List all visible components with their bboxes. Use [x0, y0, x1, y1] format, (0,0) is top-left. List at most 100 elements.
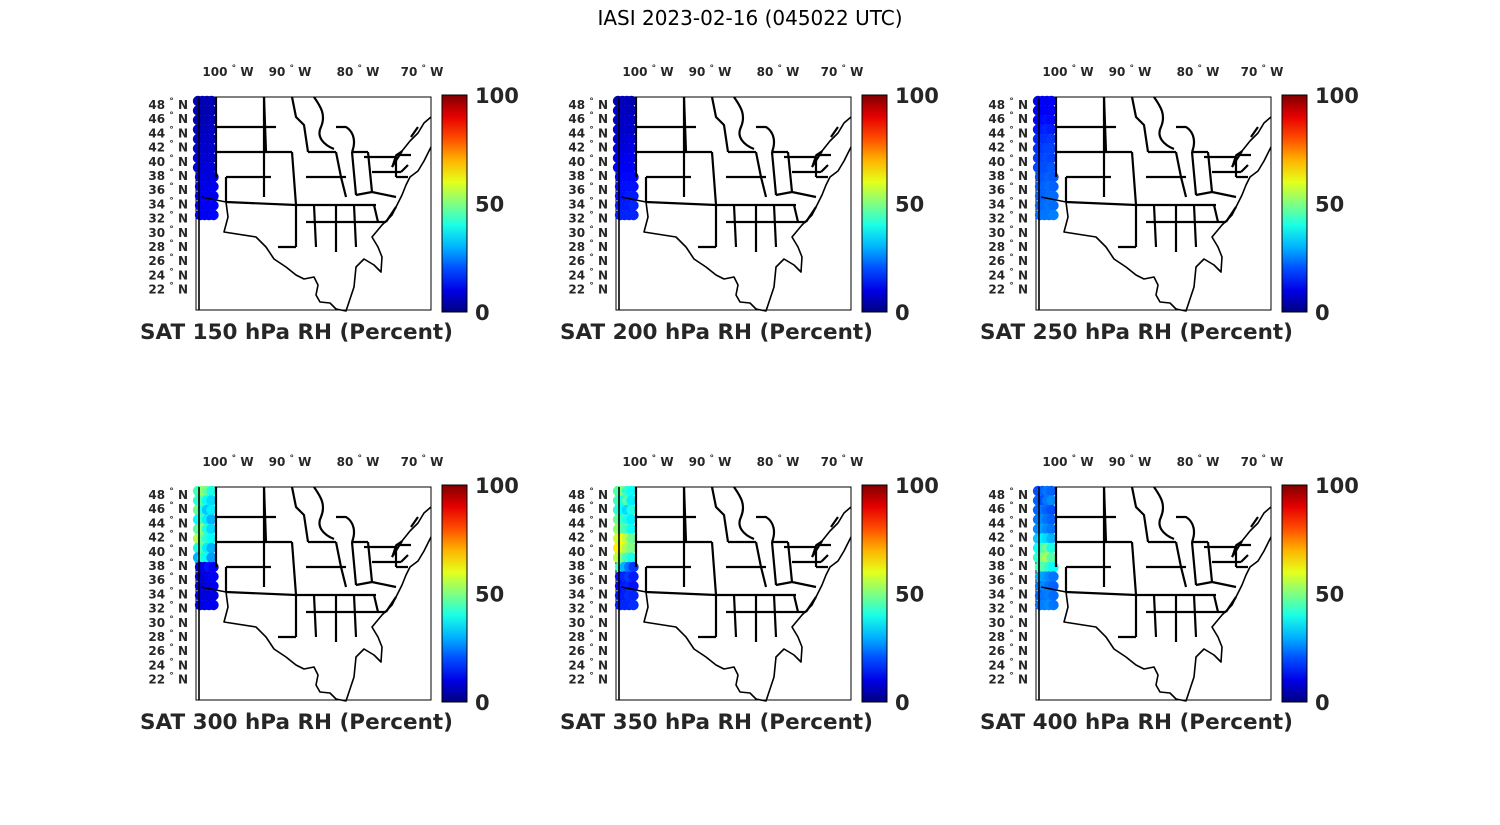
lat-tick-label: 36 ° N: [568, 572, 608, 587]
rh-point: [206, 114, 217, 126]
state-boundaries: [198, 96, 432, 312]
rh-point: [206, 523, 217, 535]
lat-tick-label: 36 ° N: [988, 182, 1028, 197]
panel-title: SAT 400 hPa RH (Percent): [980, 710, 1293, 735]
lat-tick-label: 32 ° N: [148, 601, 188, 616]
colorbar: [441, 484, 468, 703]
lat-tick-label: 30 ° N: [148, 615, 188, 630]
lat-tick-label: 46 ° N: [568, 501, 608, 516]
lat-tick-label: 28 ° N: [148, 239, 188, 254]
lat-tick-label: 30 ° N: [988, 615, 1028, 630]
colorbar-tick-label: 100: [895, 84, 939, 108]
rh-point: [626, 495, 637, 506]
lat-tick-label: 48 ° N: [568, 97, 608, 112]
lon-tick-label: 90 ° W: [689, 64, 732, 79]
lat-tick-label: 44 ° N: [568, 125, 608, 140]
lat-tick-label: 34 ° N: [568, 586, 608, 601]
rh-point: [1046, 162, 1057, 173]
rh-point: [206, 533, 217, 544]
colorbar-tick-label: 50: [475, 193, 504, 217]
lon-tick-label: 100 ° W: [1042, 64, 1093, 79]
panel-title: SAT 350 hPa RH (Percent): [560, 710, 873, 735]
colorbar-tick-label: 0: [1315, 691, 1330, 715]
rh-point: [208, 181, 219, 192]
lon-tick-label: 90 ° W: [269, 64, 312, 79]
rh-point: [626, 514, 637, 525]
lon-tick-label: 90 ° W: [1109, 454, 1152, 469]
lat-tick-label: 36 ° N: [148, 572, 188, 587]
lat-tick-label: 48 ° N: [568, 487, 608, 502]
lat-tick-label: 40 ° N: [568, 544, 608, 559]
rh-point: [1048, 209, 1059, 221]
lat-tick-label: 42 ° N: [988, 530, 1028, 545]
colorbar: [861, 484, 888, 703]
rh-point: [1046, 114, 1057, 126]
lon-tick-label: 70 ° W: [1241, 454, 1284, 469]
lat-tick-label: 46 ° N: [148, 111, 188, 126]
colorbar-tick-label: 100: [475, 474, 519, 498]
rh-point: [628, 561, 639, 573]
rh-point: [208, 200, 219, 211]
lon-tick-label: 80 ° W: [337, 64, 380, 79]
rh-point: [626, 552, 637, 563]
rh-point: [1046, 105, 1057, 116]
rh-point: [206, 105, 217, 116]
colorbar-tick-label: 100: [1315, 474, 1359, 498]
rh-point: [628, 599, 639, 611]
rh-point: [1046, 552, 1057, 563]
lat-tick-label: 48 ° N: [988, 97, 1028, 112]
lon-tick-label: 90 ° W: [689, 454, 732, 469]
rh-swath: [192, 485, 219, 611]
colorbar-tick-label: 0: [895, 301, 910, 325]
map-panel-150: 100 ° W 90 ° W 80 ° W 70 ° W 48 ° N 46 ° N 44 …: [140, 60, 540, 380]
rh-point: [206, 552, 217, 563]
lat-tick-label: 24 ° N: [568, 657, 608, 672]
rh-point: [628, 171, 639, 183]
lat-tick-label: 26 ° N: [988, 253, 1028, 268]
lat-tick-label: 38 ° N: [148, 168, 188, 183]
panel-title: SAT 300 hPa RH (Percent): [140, 710, 453, 735]
lat-tick-label: 28 ° N: [988, 629, 1028, 644]
rh-point: [206, 143, 217, 154]
lat-tick-label: 34 ° N: [568, 196, 608, 211]
lat-tick-label: 42 ° N: [568, 530, 608, 545]
rh-point: [1046, 95, 1057, 107]
panel-title: SAT 200 hPa RH (Percent): [560, 320, 873, 345]
lon-tick-label: 100 ° W: [202, 454, 253, 469]
lat-tick-label: 44 ° N: [148, 125, 188, 140]
lat-tick-label: 30 ° N: [148, 225, 188, 240]
panel-title: SAT 250 hPa RH (Percent): [980, 320, 1293, 345]
lat-tick-label: 30 ° N: [988, 225, 1028, 240]
lat-tick-label: 38 ° N: [988, 558, 1028, 573]
map-panel-250: 100 ° W 90 ° W 80 ° W 70 ° W 48 ° N 46 ° N 44 …: [980, 60, 1380, 380]
rh-point: [626, 523, 637, 535]
lat-tick-label: 28 ° N: [568, 629, 608, 644]
colorbar-tick-label: 50: [1315, 193, 1344, 217]
lat-tick-label: 34 ° N: [148, 586, 188, 601]
rh-point: [626, 533, 637, 544]
colorbar: [1281, 484, 1308, 703]
rh-point: [626, 105, 637, 116]
colorbar-tick-label: 50: [895, 193, 924, 217]
colorbar-tick-label: 50: [1315, 583, 1344, 607]
rh-point: [628, 181, 639, 192]
lat-tick-label: 30 ° N: [568, 225, 608, 240]
lon-tick-label: 90 ° W: [269, 454, 312, 469]
rh-point: [1046, 533, 1057, 544]
rh-point: [206, 133, 217, 145]
lat-tick-label: 26 ° N: [568, 253, 608, 268]
lat-tick-label: 46 ° N: [568, 111, 608, 126]
lon-tick-label: 90 ° W: [1109, 64, 1152, 79]
lat-tick-label: 24 ° N: [148, 267, 188, 282]
rh-point: [206, 124, 217, 135]
lat-tick-label: 26 ° N: [148, 253, 188, 268]
lat-tick-label: 40 ° N: [148, 154, 188, 169]
map-panel-400: 100 ° W 90 ° W 80 ° W 70 ° W 48 ° N 46 ° N 44 …: [980, 450, 1380, 770]
lat-tick-label: 36 ° N: [148, 182, 188, 197]
colorbar-tick-label: 0: [475, 301, 490, 325]
rh-point: [628, 590, 639, 601]
lat-tick-label: 32 ° N: [988, 601, 1028, 616]
lon-tick-label: 70 ° W: [821, 454, 864, 469]
rh-point: [208, 599, 219, 611]
rh-point: [208, 571, 219, 582]
